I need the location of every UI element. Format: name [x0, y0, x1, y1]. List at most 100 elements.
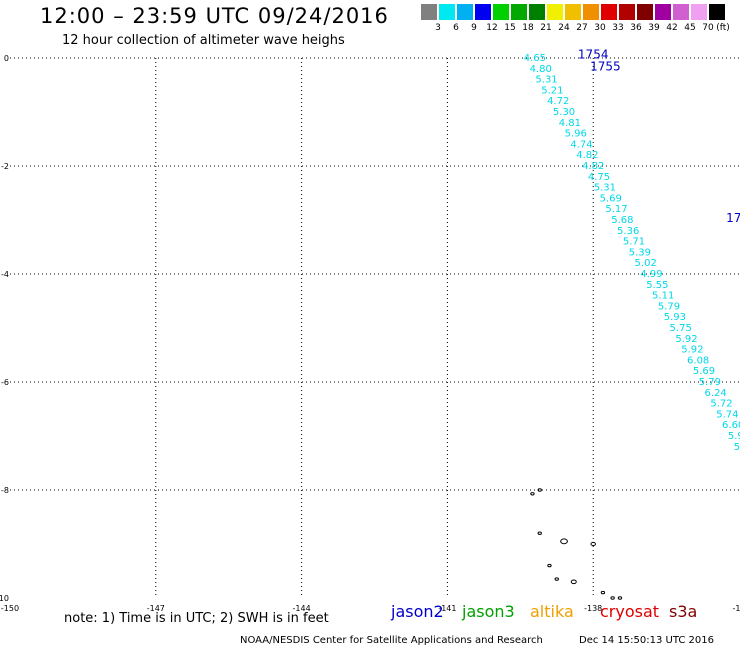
swh-value-label: 4.82 [576, 150, 598, 161]
page-title: 12:00 – 23:59 UTC 09/24/2016 [40, 4, 389, 28]
legend-label: 42 [666, 23, 678, 33]
swh-value-label: 6.08 [687, 355, 709, 366]
swh-value-label: 5.62 [734, 442, 740, 453]
legend-label: 36 [630, 23, 642, 33]
island-outline [610, 596, 615, 600]
legend-swatch [547, 4, 563, 20]
satellite-jason3: jason3 [462, 602, 515, 621]
swh-value-label: 4.99 [640, 269, 662, 280]
footer-credit: NOAA/NESDIS Center for Satellite Applica… [240, 635, 543, 646]
legend-label: 3 [435, 23, 441, 33]
island-outline [547, 563, 552, 568]
legend-label: 15 [504, 23, 516, 33]
legend-label: 24 [558, 23, 570, 33]
longitude-label: -144 [293, 604, 311, 613]
island-outline [560, 538, 568, 545]
legend-label: 9 [471, 23, 477, 33]
swh-value-label: 5.75 [670, 323, 692, 334]
legend-swatch [439, 4, 455, 20]
legend-label: 12 [486, 23, 498, 33]
swh-value-label: 4.74 [570, 139, 592, 150]
latitude-label: -10 [0, 594, 9, 603]
longitude-label: -141 [438, 604, 456, 613]
longitude-label: -13 [732, 604, 740, 613]
legend-label: 45 [684, 23, 696, 33]
swh-value-label: 5.30 [553, 107, 575, 118]
island-outline [570, 579, 577, 585]
island-outline [590, 541, 596, 547]
latitude-label: -4 [1, 270, 9, 279]
swh-value-label: 5.79 [658, 301, 680, 312]
satellite-altika: altika [530, 602, 574, 621]
swh-value-label: 4.81 [559, 118, 581, 129]
swh-value-label: 5.92 [681, 345, 703, 356]
swh-value-label: 5.36 [617, 226, 639, 237]
latitude-label: 0 [4, 54, 9, 63]
swh-value-label: 5.68 [611, 215, 633, 226]
legend-swatch [421, 4, 437, 20]
legend-label: 33 [612, 23, 624, 33]
swh-value-label: 6.60 [722, 420, 740, 431]
legend-swatch [691, 4, 707, 20]
latitude-label: -2 [1, 162, 9, 171]
swh-value-label: 5.21 [541, 85, 563, 96]
pass-time-label: 1756 [726, 211, 740, 225]
legend-swatch [709, 4, 725, 20]
legend-swatch [637, 4, 653, 20]
swh-value-label: 5.79 [699, 377, 721, 388]
legend-label: 21 [540, 23, 552, 33]
swh-value-label: 4.75 [588, 172, 610, 183]
swh-value-label: 5.71 [623, 237, 645, 248]
island-outline [530, 492, 535, 496]
footer-note: note: 1) Time is in UTC; 2) SWH is in fe… [64, 611, 329, 626]
swh-value-label: 4.82 [582, 161, 604, 172]
legend-swatch [511, 4, 527, 20]
satellite-cryosat: cryosat [600, 602, 660, 621]
island-outline [617, 596, 623, 600]
swh-value-label: 5.02 [635, 258, 657, 269]
legend-label: 18 [522, 23, 534, 33]
swh-value-label: 4.72 [547, 96, 569, 107]
legend-label: 30 [594, 23, 606, 33]
swh-value-label: 5.69 [600, 193, 622, 204]
island-outline [537, 531, 542, 535]
page-subtitle: 12 hour collection of altimeter wave hei… [62, 33, 345, 48]
swh-value-label: 5.11 [652, 291, 674, 302]
legend-swatch [493, 4, 509, 20]
legend-swatch [529, 4, 545, 20]
longitude-label: -150 [1, 604, 19, 613]
swh-value-label: 5.94 [728, 431, 740, 442]
swh-value-label: 5.74 [716, 409, 738, 420]
legend-label: 6 [453, 23, 459, 33]
latitude-label: -6 [1, 378, 9, 387]
legend-swatch [565, 4, 581, 20]
swh-value-label: 5.72 [710, 399, 732, 410]
swh-value-label: 5.96 [565, 129, 587, 140]
swh-value-label: 5.31 [594, 183, 616, 194]
legend-swatch [475, 4, 491, 20]
legend-swatch [457, 4, 473, 20]
island-outline [554, 577, 559, 581]
legend-label: 70 [702, 23, 714, 33]
longitude-label: -138 [584, 604, 602, 613]
island-outline [537, 488, 542, 492]
legend-swatch [601, 4, 617, 20]
swh-value-label: 5.17 [605, 204, 627, 215]
legend-swatch [673, 4, 689, 20]
creation-timestamp: Dec 14 15:50:13 UTC 2016 [579, 635, 714, 646]
satellite-jason2: jason2 [391, 602, 444, 621]
island-outline [600, 590, 606, 595]
legend-label: 27 [576, 23, 588, 33]
legend-swatch [619, 4, 635, 20]
swh-value-label: 4.80 [530, 64, 552, 75]
latitude-label: -8 [1, 486, 9, 495]
swh-value-label: 5.69 [693, 366, 715, 377]
pass-time-label: 1755 [590, 60, 621, 74]
swh-value-label: 5.92 [675, 334, 697, 345]
swh-value-label: 5.93 [664, 312, 686, 323]
swh-value-label: 4.65 [524, 53, 546, 64]
legend-label: 39 [648, 23, 660, 33]
swh-value-label: 5.55 [646, 280, 668, 291]
legend-unit: (ft) [716, 23, 730, 33]
